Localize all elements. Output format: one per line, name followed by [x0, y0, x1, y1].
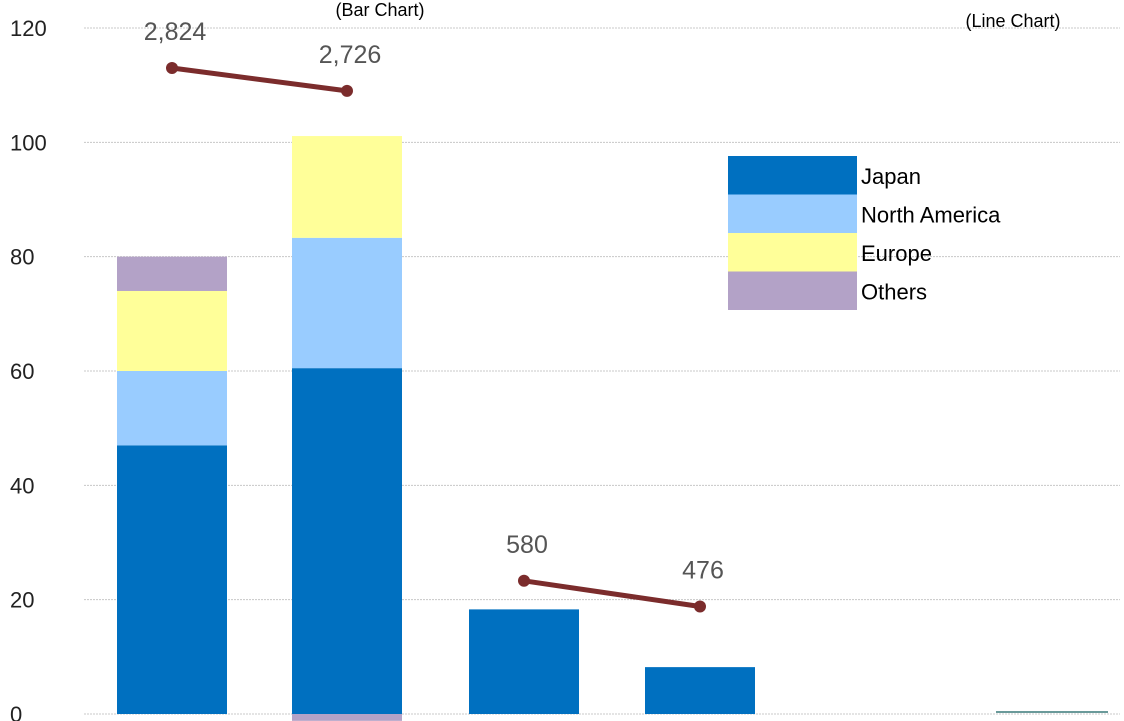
y-tick-label: 20: [10, 588, 34, 613]
bar-segment-japan: [469, 609, 579, 714]
line-axis-note: (Line Chart): [965, 11, 1060, 31]
y-axis: 0 20 40 60 80 100 120: [10, 16, 47, 721]
legend-swatch: [728, 271, 857, 310]
legend-label: North America: [861, 203, 1001, 228]
bar-segment-europe: [292, 136, 402, 238]
y-tick-label: 80: [10, 245, 34, 270]
gridlines: [84, 27, 1120, 715]
line-marker: [694, 600, 706, 613]
bar-axis-note: (Bar Chart): [335, 0, 424, 20]
line-segment: [523, 578, 701, 610]
bar-segment-japan: [117, 445, 227, 714]
legend-label: Others: [861, 280, 927, 305]
line-series: 2,824 2,726 580 476: [144, 18, 724, 613]
bar-segment-north-america: [117, 371, 227, 446]
y-tick-label: 100: [10, 130, 47, 155]
bar-segment-others: [292, 714, 402, 721]
bars: [117, 136, 1108, 721]
data-label: 476: [682, 557, 724, 585]
data-label: 580: [506, 531, 548, 559]
bar-segment-japan: [645, 667, 755, 714]
legend-swatch: [728, 233, 857, 272]
bar-segment-europe: [117, 290, 227, 371]
legend-swatch: [728, 194, 857, 233]
legend-label: Japan: [861, 164, 921, 189]
bar-segment-north-america: [292, 237, 402, 369]
y-tick-label: 120: [10, 16, 47, 41]
data-label: 2,726: [319, 41, 382, 69]
data-label: 2,824: [144, 18, 207, 46]
y-tick-label: 0: [10, 702, 22, 721]
line-marker: [341, 84, 353, 97]
line-segment: [171, 65, 348, 94]
legend-swatch: [728, 156, 857, 195]
bar-segment-japan: [292, 368, 402, 714]
legend-label: Europe: [861, 241, 932, 266]
legend: Japan North America Europe Others: [728, 156, 1001, 310]
bar-segment-others: [117, 256, 227, 291]
line-marker: [166, 62, 178, 75]
y-tick-label: 40: [10, 473, 34, 498]
y-tick-label: 60: [10, 359, 34, 384]
line-marker: [518, 574, 530, 587]
